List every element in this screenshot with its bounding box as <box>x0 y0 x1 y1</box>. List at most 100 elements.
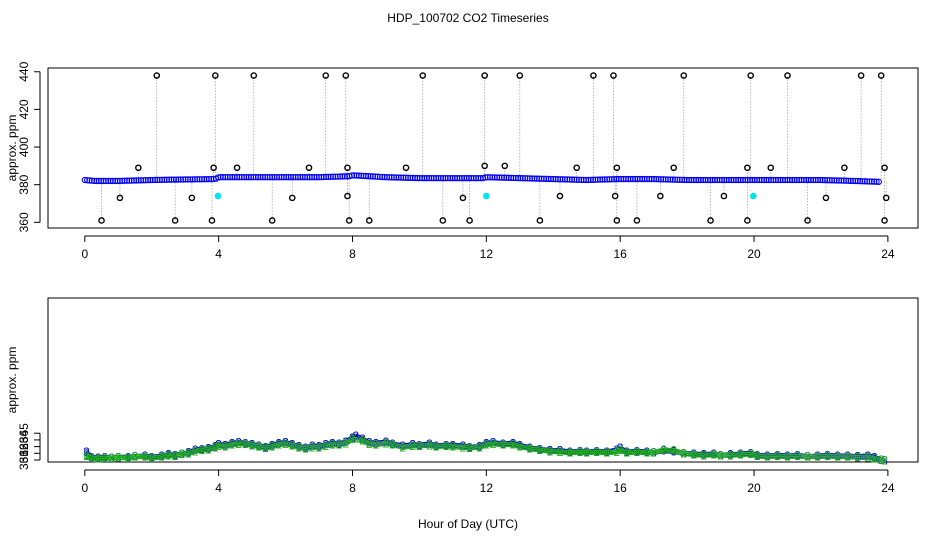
series-2-marker: 2 <box>359 434 366 448</box>
series-3-marker: 3 <box>158 449 165 463</box>
top-outlier-point <box>611 192 619 200</box>
series-3-marker: 3 <box>289 438 296 452</box>
series-2-marker: 2 <box>289 438 296 452</box>
bottom-y-axis-label: approx. ppm <box>5 347 19 414</box>
series-2-marker: 2 <box>490 437 497 451</box>
top-x-tick-label: 20 <box>747 247 761 261</box>
top-outlier-point <box>188 194 196 202</box>
top-cyan-point <box>483 192 490 200</box>
series-2-marker: 2 <box>88 451 95 465</box>
series-3-marker: 3 <box>881 454 888 468</box>
series-3-marker: 3 <box>148 450 155 464</box>
top-outlier-point <box>882 194 890 202</box>
bottom-y-tick-label: 362 <box>17 443 31 463</box>
series-3-marker: 3 <box>690 447 697 461</box>
chart-title: HDP_100702 CO2 Timeseries <box>387 11 548 25</box>
top-outlier-point <box>171 217 179 224</box>
series-2-marker: 2 <box>650 446 657 460</box>
series-3-marker: 3 <box>389 437 396 451</box>
top-outlier-point <box>613 164 621 172</box>
top-outlier-point <box>784 72 791 79</box>
top-outlier-point <box>288 194 296 202</box>
series-2-marker: 2 <box>158 450 165 464</box>
top-outlier-point <box>610 72 617 79</box>
top-outlier-point <box>804 217 811 224</box>
bottom-x-tick-label: 20 <box>747 481 761 495</box>
series-2-marker: 2 <box>510 438 517 452</box>
top-x-tick-label: 16 <box>614 247 628 261</box>
x-axis-label: Hour of Day (UTC) <box>418 517 518 531</box>
series-3-marker: 3 <box>399 439 406 453</box>
series-3-marker: 3 <box>460 439 467 453</box>
series-2-marker: 2 <box>670 444 677 458</box>
top-outlier-point <box>707 217 714 224</box>
top-outlier-point <box>135 164 142 172</box>
series-2-marker: 2 <box>389 438 396 452</box>
top-outlier-point <box>233 164 241 172</box>
top-outlier-point <box>459 194 467 202</box>
top-outlier-point <box>210 164 217 172</box>
top-outlier-point <box>633 217 641 224</box>
series-3-marker: 3 <box>353 429 360 443</box>
top-y-tick-label: 380 <box>17 174 31 194</box>
bottom-plot-frame <box>47 297 919 463</box>
bottom-y-tick-label: 364 <box>17 430 31 450</box>
top-outlier-point <box>268 217 276 224</box>
top-outlier-point <box>670 164 678 172</box>
series-2-marker: 2 <box>249 438 256 452</box>
top-y-tick-label: 420 <box>17 99 31 119</box>
bottom-x-tick-label: 12 <box>480 481 494 495</box>
top-outlier-point <box>590 72 597 79</box>
series-2-point <box>878 457 885 463</box>
top-outlier-point <box>744 217 751 224</box>
series-3-marker: 3 <box>660 444 667 458</box>
top-outlier-point <box>116 194 124 202</box>
series-2-marker: 2 <box>399 440 406 454</box>
series-2-point <box>880 457 887 464</box>
top-outlier-point <box>322 72 330 79</box>
series-3-marker: 3 <box>192 443 199 457</box>
top-plot-frame <box>47 67 919 229</box>
series-3-marker: 3 <box>450 438 457 452</box>
top-outlier-point <box>822 194 830 202</box>
bottom-x-tick-label: 0 <box>81 481 88 495</box>
top-cyan-point <box>750 192 757 200</box>
bottom-x-axis: 0 4 8 12 16 20 24 <box>81 469 895 495</box>
top-outlier-point <box>365 217 373 224</box>
top-outlier-point <box>573 164 580 172</box>
series-2-marker: 2 <box>680 446 687 460</box>
top-y-tick-label: 440 <box>17 61 31 81</box>
series-3-marker: 3 <box>711 447 718 461</box>
bottom-x-tick-label: 8 <box>349 481 356 495</box>
top-point <box>875 178 882 185</box>
series-2-marker: 2 <box>329 438 336 452</box>
series-3-marker: 3 <box>670 444 677 458</box>
top-x-tick-label: 24 <box>881 247 895 261</box>
series-2-marker: 2 <box>690 448 697 462</box>
top-outlier-point <box>481 162 488 170</box>
top-outlier-point <box>419 72 427 79</box>
top-outlier-point <box>881 217 888 224</box>
top-outlier-point <box>208 217 216 224</box>
series-2-marker: 2 <box>309 440 316 454</box>
series-3-marker: 3 <box>701 448 708 462</box>
top-outlier-point <box>720 192 728 200</box>
top-y-tick-label: 400 <box>17 137 31 157</box>
top-y-axis-label: approx. ppm <box>5 115 19 182</box>
series-2-marker: 2 <box>409 439 416 453</box>
series-2-marker: 2 <box>660 443 667 457</box>
bottom-y-tick-label: 361 <box>17 450 31 470</box>
top-outlier-point <box>344 164 351 172</box>
top-y-tick-label: 360 <box>17 212 31 232</box>
top-point <box>873 178 880 185</box>
top-outlier-point <box>536 217 544 224</box>
series-2-marker: 2 <box>701 448 708 462</box>
top-outlier-point <box>305 164 313 172</box>
top-outlier-point <box>516 72 524 79</box>
top-x-tick-label: 12 <box>480 247 494 261</box>
top-outlier-point <box>857 72 865 79</box>
bottom-x-tick-label: 4 <box>215 481 222 495</box>
